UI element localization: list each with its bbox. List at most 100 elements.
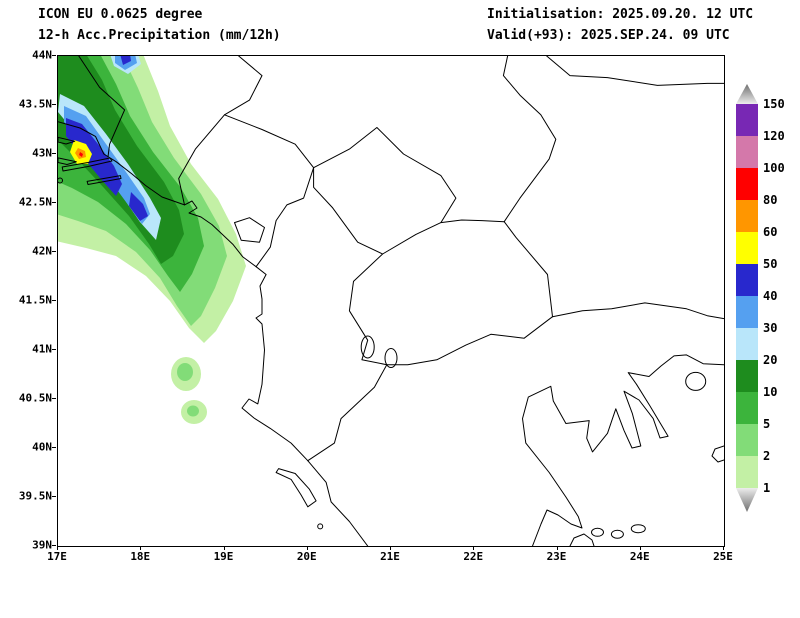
colorbar-tick-label: 1 (763, 481, 771, 495)
colorbar-tick-label: 120 (763, 129, 785, 143)
precip-contour-80mm (79, 152, 83, 157)
x-tick-label: 22E (463, 550, 484, 563)
country-borders (58, 56, 724, 546)
colorbar-segment-50mm (736, 232, 758, 264)
y-tick-label: 40.5N (18, 391, 52, 405)
colorbar-tick-label: 40 (763, 289, 778, 303)
colorbar-segment-20mm (736, 328, 758, 360)
x-tick-mark (473, 546, 475, 550)
y-tick-mark (52, 55, 56, 56)
island-limnos-partial (711, 445, 724, 463)
border-kosovo (313, 127, 457, 255)
border-bg-gr (552, 302, 724, 320)
x-tick-label: 24E (629, 550, 650, 563)
island-skopelos (610, 529, 624, 539)
precipitation-field (58, 56, 246, 424)
border-rs-me (224, 114, 315, 169)
y-tick-label: 44N (32, 48, 52, 62)
colorbar-tick-label: 150 (763, 97, 785, 111)
border-hr-ba (78, 56, 126, 158)
x-tick-label: 25E (713, 550, 733, 563)
x-tick-mark (223, 546, 225, 550)
lake-ohrid (360, 335, 375, 359)
colorbar-tick-label: 80 (763, 193, 778, 207)
peninsula-peljesac (61, 157, 113, 172)
border-al-gr (307, 364, 388, 462)
x-tick-mark (306, 546, 308, 550)
island-hvar (58, 136, 76, 145)
y-tick-mark (52, 300, 56, 301)
border-mk-gr (386, 316, 553, 366)
border-bg-ro-danube (546, 56, 724, 86)
product-title: 12-h Acc.Precipitation (mm/12h) (38, 28, 281, 43)
colorbar-segment-10mm (736, 360, 758, 392)
colorbar-arrow-bottom (736, 488, 758, 512)
precip-contour-40mm-se (129, 192, 148, 221)
lake-prespa (384, 348, 398, 368)
colorbar-tick-label: 60 (763, 225, 778, 239)
y-tick-mark (52, 398, 56, 399)
precip-patch-a-2mm (177, 363, 193, 381)
y-tick-mark (52, 104, 56, 105)
colorbar-tick-label: 100 (763, 161, 785, 175)
colorbar-segment-120mm (736, 104, 758, 136)
island-paxos (317, 523, 324, 530)
colorbar-arrow-top (736, 84, 758, 104)
lake-scutari (234, 217, 265, 243)
x-tick-mark (556, 546, 558, 550)
model-title: ICON EU 0.0625 degree (38, 7, 203, 22)
island-skiathos (591, 527, 604, 537)
colorbar-tick-label: 2 (763, 449, 771, 463)
y-tick-label: 42N (32, 244, 52, 258)
x-tick-mark (390, 546, 391, 550)
x-tick-label: 21E (380, 550, 400, 563)
x-tick-mark (140, 546, 142, 550)
y-tick-label: 39.5N (18, 489, 52, 503)
y-tick-mark (52, 545, 56, 546)
border-me-al (255, 167, 315, 268)
y-tick-label: 39N (32, 538, 52, 552)
island-thasos (685, 371, 707, 391)
map-canvas (57, 55, 725, 547)
x-tick-label: 17E (47, 550, 67, 563)
precip-topedge-40mm (120, 56, 131, 65)
island-mljet (86, 175, 122, 185)
border-mk-al (348, 253, 388, 366)
border-rs-bg (502, 56, 557, 223)
y-tick-mark (52, 202, 56, 203)
x-tick-label: 23E (546, 550, 567, 563)
colorbar-tick-label: 30 (763, 321, 778, 335)
valid-time: Valid(+93): 2025.SEP.24. 09 UTC (487, 28, 730, 43)
colorbar-tick-label: 20 (763, 353, 778, 367)
colorbar-segments (736, 104, 758, 488)
colorbar-segment-5mm (736, 392, 758, 424)
border-mk-rs (440, 219, 505, 224)
island-lastovo (58, 177, 63, 184)
x-tick-mark (57, 546, 58, 550)
island-corfu (275, 468, 317, 508)
y-tick-label: 41N (32, 342, 52, 356)
island-alonnisos (630, 524, 646, 534)
y-tick-mark (52, 349, 56, 350)
y-tick-label: 41.5N (18, 293, 52, 307)
colorbar-segment-1mm (736, 456, 758, 488)
colorbar-segment-80mm (736, 168, 758, 200)
map-svg (58, 56, 724, 546)
island-korcula (58, 157, 77, 165)
y-tick-label: 43.5N (18, 97, 52, 111)
island-euboea-tip (569, 533, 595, 546)
colorbar-tick-label: 10 (763, 385, 778, 399)
y-tick-mark (52, 153, 56, 154)
coastline-adriatic-ionian (58, 121, 369, 546)
colorbar-segment-100mm (736, 136, 758, 168)
precip-contour-40mm (66, 118, 122, 196)
colorbar-segment-30mm (736, 296, 758, 328)
colorbar-segment-2mm (736, 424, 758, 456)
colorbar-legend (736, 84, 758, 512)
border-mk-bg (503, 221, 553, 318)
colorbar-segment-40mm (736, 264, 758, 296)
y-tick-label: 40N (32, 440, 52, 454)
colorbar-tick-label: 5 (763, 417, 771, 431)
coastline-aegean (522, 354, 724, 546)
